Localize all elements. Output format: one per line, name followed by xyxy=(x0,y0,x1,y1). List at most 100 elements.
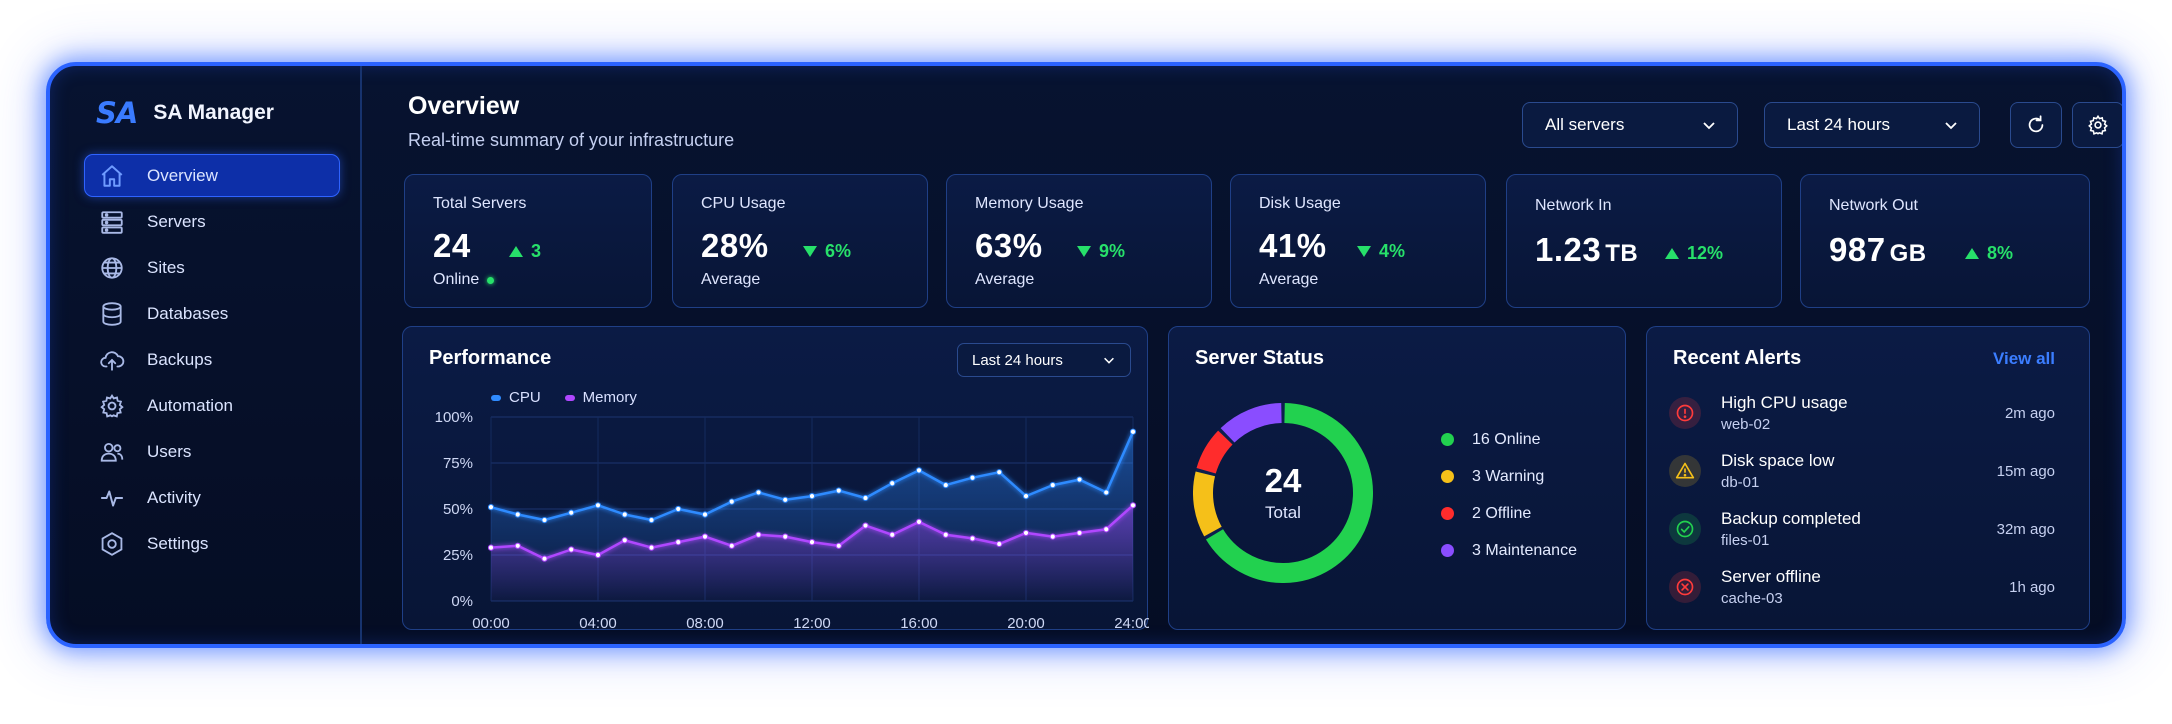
activity-icon xyxy=(99,485,125,511)
data-point-cpu xyxy=(808,493,816,500)
online-dot-icon xyxy=(487,276,495,284)
data-point-memory xyxy=(942,531,949,538)
status-row-offline[interactable]: 2 Offline xyxy=(1441,495,1577,532)
data-point-memory xyxy=(1076,529,1083,537)
data-point-cpu xyxy=(1022,493,1030,500)
alert-item[interactable]: Disk space low db-01 15m ago xyxy=(1669,447,2055,495)
stat-label: Total Servers xyxy=(433,195,527,212)
stat-card-memory-usage[interactable]: Memory Usage 63% 9% Average xyxy=(946,174,1212,308)
app-window: SA SA Manager Overview Servers Sites xyxy=(46,62,2126,648)
legend-item-memory[interactable]: Memory xyxy=(564,389,637,406)
data-point-cpu xyxy=(862,494,869,502)
stat-label: Memory Usage xyxy=(975,195,1084,212)
performance-title: Performance xyxy=(429,347,552,369)
performance-panel: Performance Last 24 hours CPU Memory 0% 2… xyxy=(402,326,1149,631)
stat-label: Network In xyxy=(1535,197,1612,214)
refresh-icon xyxy=(2028,115,2044,133)
alert-item[interactable]: High CPU usage web-02 2m ago xyxy=(1669,389,2055,437)
status-row-maintenance[interactable]: 3 Maintenance xyxy=(1441,532,1577,569)
sidebar-item-label: Users xyxy=(147,441,192,461)
sidebar-item-backups[interactable]: Backups xyxy=(84,338,340,381)
alert-host: cache-03 xyxy=(1721,590,1783,607)
stat-sub: Average xyxy=(701,271,760,289)
stat-card-disk-usage[interactable]: Disk Usage 41% 4% Average xyxy=(1230,174,1486,308)
sidebar-item-settings[interactable]: Settings xyxy=(84,522,340,565)
stat-trend-value: 12% xyxy=(1687,243,1724,263)
data-point-cpu xyxy=(1129,428,1137,435)
sidebar-item-sites[interactable]: Sites xyxy=(84,246,340,289)
page-title: Overview xyxy=(408,92,520,120)
x-tick-label: 08:00 xyxy=(686,615,724,631)
gear-icon xyxy=(2088,114,2108,135)
stat-card-network-in[interactable]: Network In 1.23 TB 12% xyxy=(1506,174,1782,308)
sidebar-item-databases[interactable]: Databases xyxy=(84,292,340,335)
server-filter-select[interactable]: All servers xyxy=(1522,102,1738,148)
refresh-button[interactable] xyxy=(2010,102,2062,148)
trend-down-icon xyxy=(1077,246,1091,257)
alert-title: High CPU usage xyxy=(1721,393,1848,412)
stat-card-cpu-usage[interactable]: CPU Usage 28% 6% Average xyxy=(672,174,928,308)
stat-sub: Average xyxy=(1259,271,1318,289)
stat-trend-value: 3 xyxy=(531,241,542,261)
sidebar-item-activity[interactable]: Activity xyxy=(84,476,340,519)
data-point-cpu xyxy=(1103,489,1110,496)
sidebar: SA SA Manager Overview Servers Sites xyxy=(50,66,362,644)
donut-segment-warning xyxy=(1193,471,1222,537)
globe-icon xyxy=(99,255,125,281)
legend-label: Memory xyxy=(582,389,637,406)
server-filter-value: All servers xyxy=(1545,115,1625,134)
data-point-memory xyxy=(487,544,495,551)
alert-item[interactable]: Server offline cache-03 1h ago xyxy=(1669,563,2055,611)
data-point-memory xyxy=(1022,529,1030,537)
settings-button[interactable] xyxy=(2072,102,2122,148)
time-range-select[interactable]: Last 24 hours xyxy=(1764,102,1980,148)
alert-time: 1h ago xyxy=(2009,578,2055,596)
main-content: Overview Real-time summary of your infra… xyxy=(364,66,2122,644)
sidebar-item-users[interactable]: Users xyxy=(84,430,340,473)
data-point-cpu xyxy=(568,509,575,516)
legend-swatch xyxy=(491,394,501,401)
view-all-link[interactable]: View all xyxy=(1992,349,2055,368)
status-row-warning[interactable]: 3 Warning xyxy=(1441,458,1577,495)
status-row-online[interactable]: 16 Online xyxy=(1441,421,1577,458)
check-circle-icon xyxy=(1669,513,1701,545)
chevron-down-icon xyxy=(1104,357,1114,364)
performance-range-select[interactable]: Last 24 hours xyxy=(957,343,1131,377)
stat-card-network-out[interactable]: Network Out 987 GB 8% xyxy=(1800,174,2090,308)
data-point-memory xyxy=(648,544,655,551)
brand-logo: SA xyxy=(96,96,138,130)
legend-item-cpu[interactable]: CPU xyxy=(491,389,541,406)
data-point-memory xyxy=(594,551,602,559)
alert-host: files-01 xyxy=(1721,532,1770,549)
alert-title: Disk space low xyxy=(1721,451,1835,470)
data-point-cpu xyxy=(541,516,548,524)
stat-trend: 8% xyxy=(1965,243,2013,264)
data-point-cpu xyxy=(514,511,521,518)
stat-trend-value: 4% xyxy=(1379,241,1406,261)
sidebar-item-automation[interactable]: Automation xyxy=(84,384,340,427)
sidebar-nav: Overview Servers Sites Databases xyxy=(84,154,340,568)
sidebar-item-label: Overview xyxy=(147,165,218,185)
y-tick-label: 75% xyxy=(443,455,473,472)
time-range-value: Last 24 hours xyxy=(1787,115,1891,134)
data-point-cpu xyxy=(969,474,976,481)
data-point-cpu xyxy=(621,511,628,518)
x-circle-icon xyxy=(1669,571,1701,603)
status-donut: 24 Total xyxy=(1193,403,1373,583)
data-point-cpu xyxy=(755,489,762,496)
data-point-memory xyxy=(808,539,816,546)
legend-label: CPU xyxy=(509,389,541,406)
stat-card-total-servers[interactable]: Total Servers 24 3 Online xyxy=(404,174,652,308)
brand[interactable]: SA SA Manager xyxy=(96,96,274,130)
sidebar-item-overview[interactable]: Overview xyxy=(84,154,340,197)
gear-icon xyxy=(99,393,125,419)
sidebar-item-servers[interactable]: Servers xyxy=(84,200,340,243)
data-point-memory xyxy=(568,546,575,553)
x-tick-label: 00:00 xyxy=(472,615,510,631)
data-point-memory xyxy=(514,542,521,549)
alert-item[interactable]: Backup completed files-01 32m ago xyxy=(1669,505,2055,553)
stat-value-number: 28% xyxy=(701,227,769,264)
stat-value: 1.23 TB xyxy=(1535,231,1638,269)
trend-up-icon xyxy=(1965,248,1979,259)
sidebar-item-label: Backups xyxy=(147,349,213,369)
